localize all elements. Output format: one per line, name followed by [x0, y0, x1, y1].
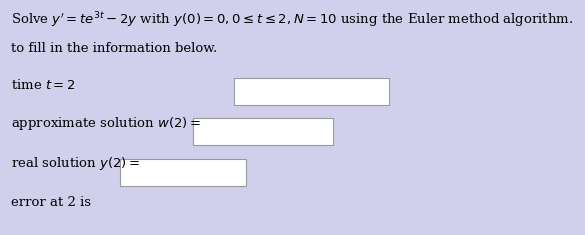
Text: Solve $y' = te^{3t} - 2y$ with $y(0) = 0, 0 \leq t \leq 2, N = 10$ using the Eul: Solve $y' = te^{3t} - 2y$ with $y(0) = 0… [11, 11, 573, 30]
Text: to fill in the information below.: to fill in the information below. [11, 42, 217, 55]
Text: approximate solution $w(2) =$: approximate solution $w(2) =$ [11, 115, 201, 132]
FancyBboxPatch shape [193, 118, 333, 145]
FancyBboxPatch shape [234, 78, 389, 105]
FancyBboxPatch shape [120, 159, 246, 186]
Text: error at 2 is: error at 2 is [11, 196, 91, 209]
Text: time $t = 2$: time $t = 2$ [11, 78, 75, 92]
Text: real solution $y(2) =$: real solution $y(2) =$ [11, 155, 140, 172]
